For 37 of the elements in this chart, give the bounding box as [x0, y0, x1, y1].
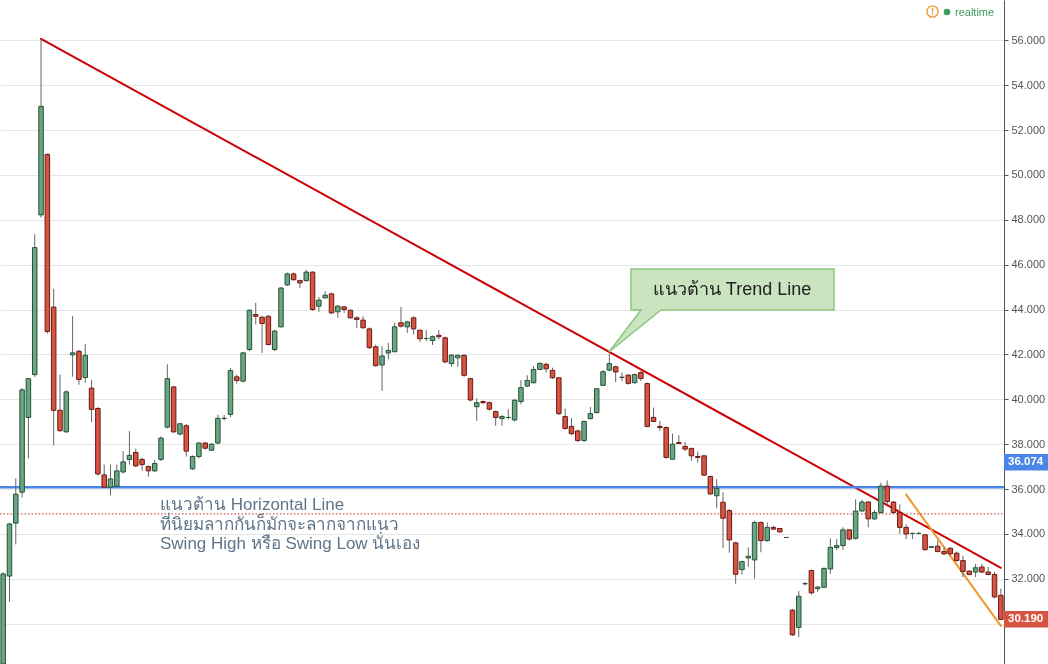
candlestick — [297, 279, 303, 289]
candlestick — [593, 387, 600, 415]
candlestick — [379, 345, 385, 392]
y-tick-label: 34.000 — [1011, 527, 1046, 540]
y-tick-label: 54.000 — [1011, 78, 1046, 91]
candlestick — [669, 433, 676, 461]
ref-line-label: 36.074 — [1008, 455, 1044, 468]
y-tick-label: 52.000 — [1011, 123, 1046, 136]
candlestick — [158, 435, 164, 462]
candlestick — [473, 397, 480, 422]
candlestick — [252, 302, 259, 326]
candlestick — [69, 315, 76, 378]
y-tick-label: 46.000 — [1011, 258, 1046, 271]
candlestick — [758, 521, 764, 553]
candlestick — [82, 343, 88, 384]
y-tick-label: 48.000 — [1011, 213, 1046, 226]
y-tick-label: 36.000 — [1011, 482, 1046, 495]
annotation: แนวต้าน Trend Line — [652, 279, 812, 299]
y-tick-label: 38.000 — [1011, 437, 1046, 450]
y-tick-label: 32.000 — [1011, 572, 1046, 585]
candlestick — [764, 521, 770, 543]
text: 30.190 — [1008, 612, 1044, 625]
candlestick — [713, 478, 720, 509]
candlestick — [461, 353, 467, 378]
candlestick — [865, 500, 871, 528]
annotation: realtime — [955, 5, 995, 18]
y-tick-label: 44.000 — [1011, 303, 1046, 316]
candlestick — [398, 306, 404, 329]
y-tick-label: 42.000 — [1011, 347, 1046, 360]
y-tick-label: 56.000 — [1011, 33, 1046, 46]
candlestick — [410, 315, 417, 335]
candlestick — [316, 296, 322, 313]
candlestick — [436, 329, 442, 340]
candlestick — [126, 430, 133, 466]
annotation: แนวต้าน Horizontal Line ที่นิยมลากกันก็มักจะลากจากแนว Swing High หรือ Swing Low นั่นเอง — [160, 495, 421, 553]
y-tick-label: 40.000 — [1011, 392, 1046, 405]
y-tick-label: 50.000 — [1011, 168, 1046, 181]
